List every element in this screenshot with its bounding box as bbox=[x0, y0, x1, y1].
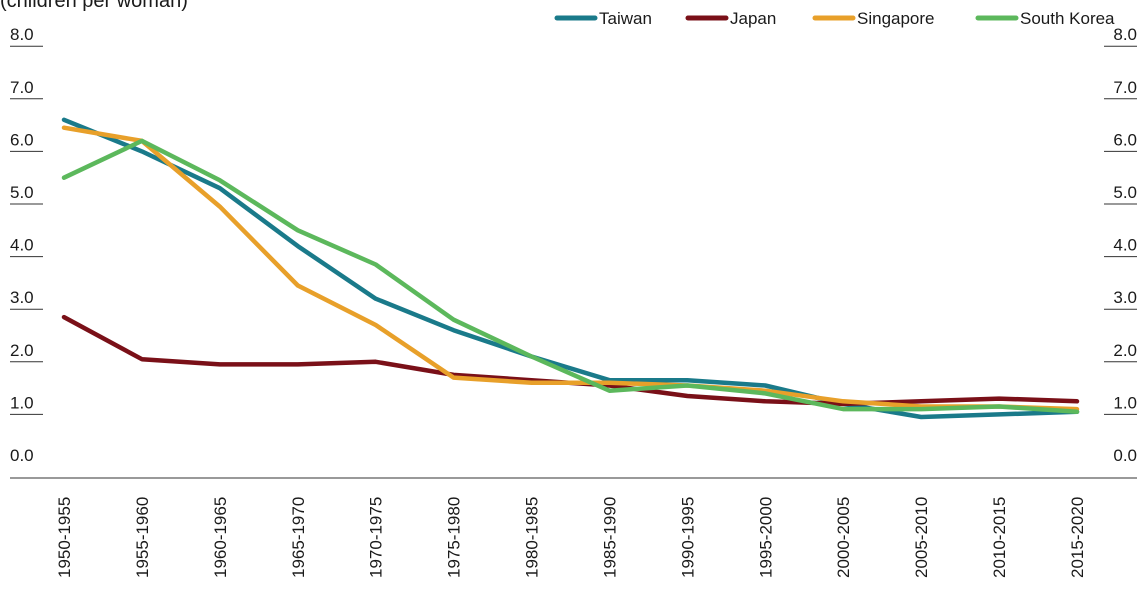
legend-label-singapore: Singapore bbox=[857, 9, 935, 28]
x-tick-label: 2015-2020 bbox=[1068, 497, 1087, 578]
y-tick-label-right: 2.0 bbox=[1113, 341, 1137, 360]
y-tick-label-left: 3.0 bbox=[10, 288, 34, 307]
y-tick-label-right: 1.0 bbox=[1113, 393, 1137, 412]
y-tick-label-right: 4.0 bbox=[1113, 236, 1137, 255]
y-tick-label-right: 8.0 bbox=[1113, 25, 1137, 44]
legend-label-south-korea: South Korea bbox=[1020, 9, 1115, 28]
series-line-japan bbox=[64, 317, 1077, 404]
x-tick-label: 1960-1965 bbox=[211, 497, 230, 578]
legend-label-taiwan: Taiwan bbox=[599, 9, 652, 28]
y-tick-label-left: 8.0 bbox=[10, 25, 34, 44]
x-tick-label: 1990-1995 bbox=[678, 497, 697, 578]
x-tick-label: 1995-2000 bbox=[756, 497, 775, 578]
series-line-south-korea bbox=[64, 141, 1077, 412]
y-tick-label-right: 6.0 bbox=[1113, 130, 1137, 149]
y-tick-label-right: 7.0 bbox=[1113, 78, 1137, 97]
y-tick-label-right: 3.0 bbox=[1113, 288, 1137, 307]
x-tick-label: 2010-2015 bbox=[990, 497, 1009, 578]
x-tick-label: 1975-1980 bbox=[445, 497, 464, 578]
x-tick-label: 2000-2005 bbox=[834, 497, 853, 578]
y-tick-label-left: 4.0 bbox=[10, 236, 34, 255]
y-tick-label-left: 7.0 bbox=[10, 78, 34, 97]
x-tick-label: 2005-2010 bbox=[912, 497, 931, 578]
y-tick-label-left: 6.0 bbox=[10, 130, 34, 149]
y-tick-label-right: 0.0 bbox=[1113, 446, 1137, 465]
x-tick-label: 1980-1985 bbox=[523, 497, 542, 578]
y-unit-label: (children per woman) bbox=[0, 0, 188, 13]
x-tick-label: 1950-1955 bbox=[55, 497, 74, 578]
y-tick-label-left: 5.0 bbox=[10, 183, 34, 202]
y-tick-label-left: 2.0 bbox=[10, 341, 34, 360]
y-tick-label-right: 5.0 bbox=[1113, 183, 1137, 202]
x-tick-label: 1985-1990 bbox=[600, 497, 619, 578]
legend-label-japan: Japan bbox=[730, 9, 776, 28]
x-tick-label: 1955-1960 bbox=[133, 497, 152, 578]
y-tick-label-left: 0.0 bbox=[10, 446, 34, 465]
x-tick-label: 1965-1970 bbox=[289, 497, 308, 578]
x-tick-label: 1970-1975 bbox=[367, 497, 386, 578]
y-tick-label-left: 1.0 bbox=[10, 393, 34, 412]
